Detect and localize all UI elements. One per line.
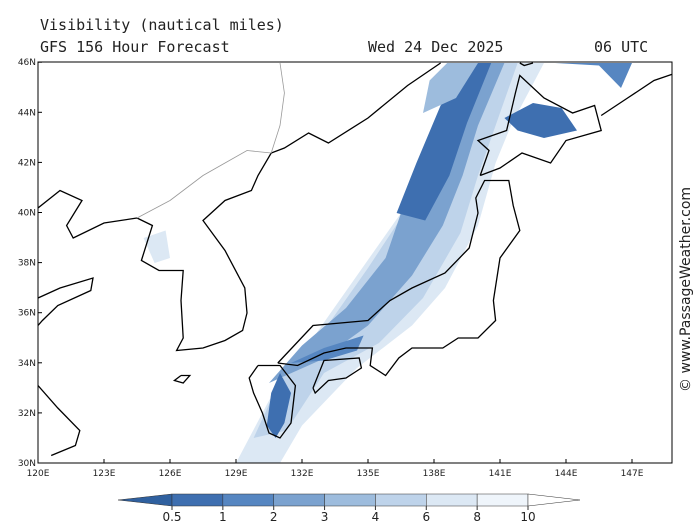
- colorbar-box: [476, 493, 529, 507]
- coastline: [312, 357, 363, 395]
- title: Visibility (nautical miles): [40, 16, 284, 34]
- lon-label: 147E: [621, 469, 644, 479]
- coastline: [248, 364, 297, 439]
- lon-label: 132E: [291, 469, 314, 479]
- colorbar-label: 8: [473, 510, 481, 524]
- colorbar-label: 1: [219, 510, 227, 524]
- coastline: [277, 179, 521, 377]
- lon-label: 141E: [489, 469, 512, 479]
- border: [169, 150, 272, 201]
- coastline: [38, 385, 81, 457]
- lat-label: 32N: [18, 409, 36, 419]
- colorbar-label: 3: [321, 510, 329, 524]
- colorbar-box: [324, 493, 376, 507]
- subtitle: GFS 156 Hour Forecast: [40, 38, 230, 56]
- lon-label: 129E: [225, 469, 248, 479]
- colorbar-box: [375, 493, 427, 507]
- lat-label: 34N: [18, 359, 36, 369]
- lat-label: 42N: [18, 158, 36, 168]
- lon-label: 135E: [357, 469, 380, 479]
- lat-label: 44N: [18, 108, 36, 118]
- lon-label: 123E: [93, 469, 116, 479]
- lon-label: 126E: [159, 469, 182, 479]
- colorbar-box: [171, 493, 224, 507]
- coastline: [38, 277, 94, 326]
- visibility-field: [143, 63, 632, 463]
- lat-label: 40N: [18, 209, 36, 219]
- time: 06 UTC: [594, 38, 648, 56]
- lon-label: 138E: [423, 469, 446, 479]
- visibility-area: [555, 63, 632, 88]
- colorbar-label: 10: [520, 510, 535, 524]
- lat-label: 36N: [18, 309, 36, 319]
- visibility-area: [291, 335, 364, 363]
- coastline: [136, 62, 441, 352]
- credit: © www.PassageWeather.com: [678, 187, 694, 392]
- colorbar-box: [222, 493, 274, 507]
- coastline: [172, 374, 192, 384]
- colorbar-label: 0.5: [162, 510, 181, 524]
- coastline: [38, 189, 138, 239]
- border: [270, 62, 285, 154]
- visibility-area: [266, 373, 291, 438]
- lat-label: 46N: [18, 58, 36, 68]
- visibility-area: [143, 230, 170, 263]
- lon-label: 120E: [27, 469, 50, 479]
- colorbar-box: [273, 493, 325, 507]
- visibility-area: [504, 103, 577, 138]
- date: Wed 24 Dec 2025: [368, 38, 503, 56]
- lat-label: 30N: [18, 459, 36, 469]
- colorbar-label: 6: [422, 510, 430, 524]
- coastline: [476, 74, 602, 177]
- lon-label: 144E: [555, 469, 578, 479]
- coastline: [519, 62, 534, 67]
- coastlines: [38, 62, 672, 457]
- border: [136, 200, 171, 219]
- colorbar-label: 4: [372, 510, 380, 524]
- lat-label: 38N: [18, 259, 36, 269]
- visibility-area: [396, 63, 492, 221]
- colorbar-label: 2: [270, 510, 278, 524]
- visibility-area: [423, 63, 478, 113]
- coastline: [600, 73, 672, 117]
- colorbar-high: [527, 493, 581, 507]
- colorbar-box: [426, 493, 478, 507]
